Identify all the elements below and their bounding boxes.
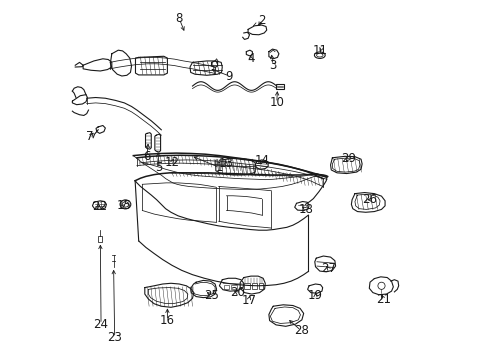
Text: 2: 2 bbox=[258, 14, 265, 27]
Text: 29: 29 bbox=[340, 152, 355, 165]
Text: 13: 13 bbox=[218, 157, 233, 170]
Ellipse shape bbox=[120, 200, 131, 209]
Bar bbox=[223, 285, 229, 289]
Bar bbox=[251, 283, 257, 289]
Text: 23: 23 bbox=[107, 331, 122, 344]
Text: 6: 6 bbox=[143, 150, 150, 163]
Text: 24: 24 bbox=[93, 318, 108, 331]
Text: 26: 26 bbox=[361, 193, 376, 206]
Text: 22: 22 bbox=[92, 201, 106, 213]
Text: 17: 17 bbox=[241, 294, 256, 307]
Text: 7: 7 bbox=[86, 130, 93, 144]
Text: 16: 16 bbox=[160, 314, 175, 327]
Text: 28: 28 bbox=[293, 324, 308, 337]
Text: 3: 3 bbox=[269, 59, 276, 72]
Text: 9: 9 bbox=[225, 69, 233, 82]
Text: 4: 4 bbox=[247, 51, 254, 64]
Text: 1: 1 bbox=[215, 161, 223, 174]
Text: 5: 5 bbox=[155, 161, 163, 174]
Bar bbox=[244, 283, 250, 289]
Bar bbox=[230, 285, 236, 289]
Text: 8: 8 bbox=[175, 12, 183, 25]
Text: 20: 20 bbox=[229, 287, 244, 300]
Text: 21: 21 bbox=[375, 293, 390, 306]
Text: 18: 18 bbox=[298, 203, 313, 216]
Circle shape bbox=[377, 282, 384, 289]
Text: 25: 25 bbox=[203, 289, 219, 302]
Text: 10: 10 bbox=[269, 96, 284, 109]
Text: 15: 15 bbox=[117, 199, 132, 212]
Text: 27: 27 bbox=[321, 262, 336, 275]
Text: 14: 14 bbox=[254, 154, 269, 167]
Text: 19: 19 bbox=[307, 289, 323, 302]
Text: 11: 11 bbox=[312, 44, 327, 57]
Text: 12: 12 bbox=[164, 156, 179, 169]
Ellipse shape bbox=[314, 52, 325, 58]
Bar bbox=[258, 283, 263, 289]
Bar bbox=[98, 236, 102, 242]
Bar bbox=[276, 84, 284, 89]
